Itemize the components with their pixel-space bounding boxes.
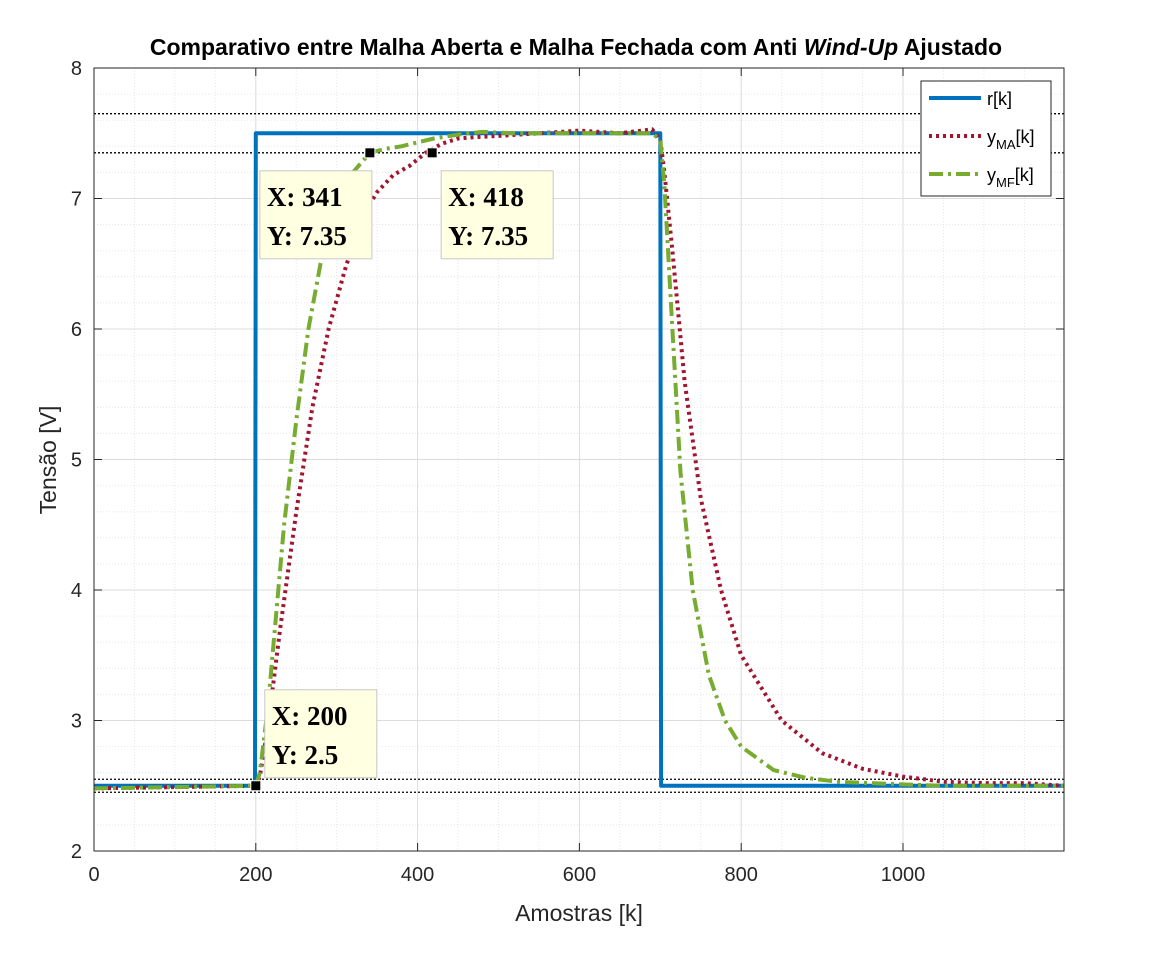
chart-title-part-1: Comparativo entre Malha Aberta e Malha F… <box>150 34 804 60</box>
x-tick-label: 600 <box>563 864 596 886</box>
y-tick-label: 4 <box>71 580 82 602</box>
legend: r[k] yMA[k] yMF[k] <box>920 80 1052 197</box>
datatip-1[interactable]: X: 341 Y: 7.35 <box>259 170 373 260</box>
datatip-x-text: X: 200 <box>272 701 348 731</box>
datatip-y-text: Y: 7.35 <box>448 221 528 251</box>
y-tick-label: 7 <box>71 189 82 211</box>
datatip-y-text: Y: 7.35 <box>267 221 347 251</box>
series-line-yMF <box>93 129 1064 791</box>
legend-box <box>920 80 1052 197</box>
x-tick-label: 800 <box>725 864 758 886</box>
chart-title-part-2: Wind-Up <box>804 34 898 60</box>
chart-title-part-3: Ajustado <box>898 34 1002 60</box>
datatip-box <box>440 170 554 260</box>
x-tick-label: 0 <box>88 864 99 886</box>
datatip-marker[interactable] <box>364 147 376 159</box>
y-axis-label: Tensão [V] <box>35 406 61 515</box>
datatip-box <box>264 689 378 779</box>
legend-label-yMF: yMF[k] <box>987 165 1034 190</box>
y-tick-label: 6 <box>71 319 82 341</box>
datatip-marker[interactable] <box>250 780 262 792</box>
x-axis-label: Amostras [k] <box>515 900 643 926</box>
chart-title: Comparativo entre Malha Aberta e Malha F… <box>150 34 1002 60</box>
y-tick-label: 5 <box>71 450 82 472</box>
legend-label-yMA: yMA[k] <box>987 127 1035 152</box>
y-tick-label: 8 <box>71 58 82 80</box>
datatip-y-text: Y: 2.5 <box>272 740 339 770</box>
y-tick-label: 3 <box>71 711 82 733</box>
datatip-marker[interactable] <box>426 147 438 159</box>
datatip-x-text: X: 418 <box>448 182 524 212</box>
legend-label-r: r[k] <box>987 89 1012 109</box>
datatip-x-text: X: 341 <box>267 182 343 212</box>
y-tick-label: 2 <box>71 841 82 863</box>
datatip-box <box>259 170 373 260</box>
x-tick-label: 200 <box>239 864 272 886</box>
datatip-2[interactable]: X: 418 Y: 7.35 <box>440 170 554 260</box>
series-line-yMA <box>93 127 1065 791</box>
datatip-3[interactable]: X: 200 Y: 2.5 <box>264 689 378 779</box>
x-tick-label: 1000 <box>881 864 926 886</box>
x-tick-label: 400 <box>401 864 434 886</box>
